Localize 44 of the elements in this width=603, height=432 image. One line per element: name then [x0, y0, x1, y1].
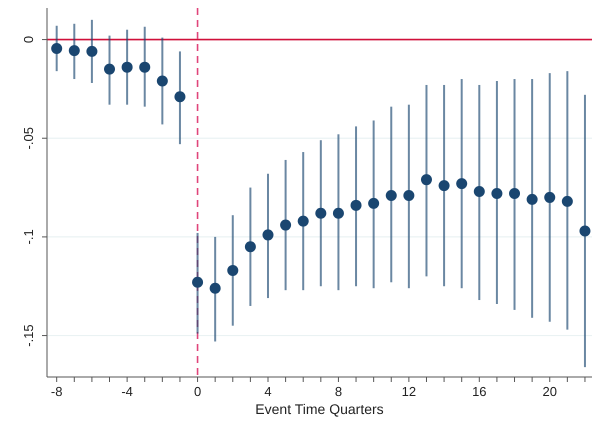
point — [298, 216, 309, 227]
point — [368, 198, 380, 209]
y-tick-label: 0 — [21, 36, 36, 44]
point — [139, 62, 150, 73]
x-tick-label: 8 — [334, 384, 342, 399]
point — [403, 190, 414, 201]
point — [491, 188, 502, 199]
point — [350, 200, 362, 211]
point — [456, 178, 468, 190]
y-tick-label: -.05 — [21, 127, 36, 150]
point — [509, 188, 520, 199]
x-axis-title: Event Time Quarters — [255, 401, 384, 417]
point — [438, 180, 450, 192]
point — [544, 192, 556, 203]
point — [562, 196, 573, 207]
x-tick-label: 0 — [194, 384, 202, 399]
point — [420, 174, 432, 186]
point — [526, 194, 538, 205]
point — [156, 76, 168, 87]
point — [122, 62, 133, 73]
point — [474, 186, 485, 198]
point — [174, 91, 186, 102]
point — [104, 64, 116, 75]
point — [244, 241, 256, 252]
point — [210, 282, 221, 294]
point — [262, 229, 274, 240]
point — [332, 208, 344, 219]
point — [68, 45, 80, 56]
x-tick-label: 12 — [402, 384, 416, 399]
point — [192, 276, 204, 288]
point — [386, 190, 397, 201]
x-tick-label: -4 — [121, 384, 133, 399]
x-tick-label: 4 — [264, 384, 272, 399]
x-tick-label: 20 — [542, 384, 557, 399]
point — [227, 264, 238, 276]
y-tick-label: -.15 — [21, 324, 36, 347]
point — [280, 220, 292, 231]
point — [315, 208, 326, 219]
x-tick-label: 16 — [472, 384, 487, 399]
point — [86, 46, 98, 57]
point — [579, 225, 590, 236]
y-tick-label: -.1 — [21, 229, 36, 244]
point — [51, 42, 62, 54]
x-tick-label: -8 — [50, 384, 62, 399]
